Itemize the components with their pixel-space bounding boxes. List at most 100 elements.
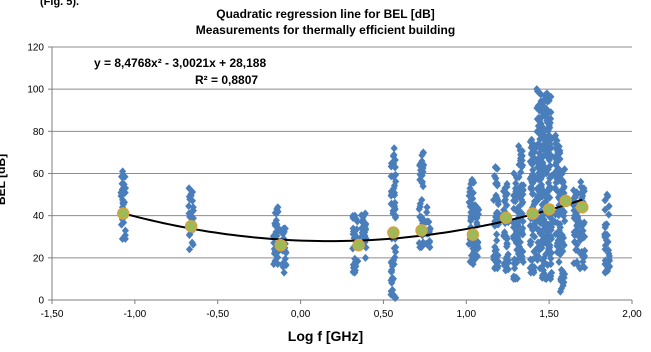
measurement-point: [500, 231, 508, 240]
measurement-point: [519, 181, 527, 190]
measurement-point: [465, 191, 473, 200]
measurement-point: [530, 232, 539, 241]
measurement-point: [120, 180, 128, 189]
measurement-point: [503, 189, 511, 198]
measurement-point: [546, 123, 554, 132]
measurement-point: [419, 182, 427, 191]
measurement-point: [502, 262, 510, 271]
measurement-point: [546, 161, 554, 170]
measurement-point: [466, 184, 474, 193]
measurement-point: [545, 245, 553, 254]
measurement-point: [605, 249, 613, 258]
measurement-point: [468, 258, 476, 267]
measurement-point: [510, 272, 518, 281]
measurement-point: [185, 245, 194, 254]
measurement-point: [503, 242, 511, 251]
measurement-point: [185, 202, 193, 211]
mean-point: [184, 219, 198, 233]
measurement-point: [543, 153, 552, 162]
measurement-point: [518, 146, 526, 155]
measurement-point: [533, 251, 541, 260]
measurement-point: [425, 217, 433, 226]
measurement-point: [560, 211, 568, 220]
measurement-point: [538, 172, 546, 181]
measurement-point: [492, 258, 500, 267]
x-tick-label: 0,50: [374, 309, 394, 320]
measurement-point: [282, 261, 290, 270]
measurement-point: [388, 278, 396, 287]
measurement-point: [416, 161, 424, 170]
measurement-point: [358, 228, 366, 237]
y-tick-label: 100: [27, 85, 44, 96]
measurement-point: [349, 268, 357, 277]
measurement-point: [536, 229, 544, 238]
measurement-point: [387, 172, 395, 181]
measurement-point: [539, 266, 547, 275]
measurement-point: [518, 199, 526, 208]
measurement-point: [557, 247, 565, 256]
measurement-point: [605, 210, 613, 219]
measurement-point: [388, 190, 396, 199]
measurement-point: [519, 230, 527, 239]
measurement-point: [540, 238, 549, 247]
measurement-point: [390, 244, 398, 253]
measurement-point: [538, 112, 546, 121]
measurement-point: [528, 170, 537, 179]
measurement-point: [418, 171, 426, 180]
measurement-point: [576, 233, 584, 242]
y-tick-label: 0: [38, 296, 44, 307]
measurement-point: [538, 243, 546, 252]
measurement-point: [503, 182, 511, 191]
measurement-point: [544, 260, 552, 269]
measurement-point: [559, 233, 568, 242]
measurement-point: [186, 195, 194, 204]
figure-caption: (Fig. 5).: [40, 0, 80, 8]
measurement-point: [535, 245, 543, 254]
measurement-point: [601, 196, 609, 205]
measurement-point: [557, 284, 565, 293]
measurement-point: [281, 254, 289, 263]
y-tick-label: 120: [27, 43, 44, 54]
mean-point: [559, 194, 572, 208]
measurement-point: [579, 253, 588, 262]
measurement-point: [349, 224, 357, 233]
measurement-point: [538, 128, 547, 137]
measurement-point: [540, 133, 548, 142]
measurement-point: [558, 169, 566, 178]
measurement-point: [537, 180, 546, 189]
measurement-point: [274, 248, 282, 257]
measurement-point: [392, 177, 400, 186]
y-tick-labels: 0 20 40 60 80 100 120: [27, 43, 44, 307]
measurement-point: [270, 238, 278, 247]
measurement-point: [556, 239, 564, 248]
measurement-point: [539, 214, 547, 223]
measurement-point: [601, 205, 609, 214]
x-tick-label: 0,00: [291, 309, 311, 320]
measurement-point: [280, 268, 288, 277]
measurement-point: [361, 221, 369, 230]
measurement-point: [538, 158, 547, 167]
measurement-point: [581, 246, 589, 255]
measurement-point: [469, 188, 477, 197]
measurement-point: [362, 225, 370, 234]
measurement-point: [580, 187, 588, 196]
measurement-point: [490, 252, 498, 261]
measurement-point: [350, 234, 358, 243]
measurement-point: [544, 143, 552, 152]
measurement-point: [467, 200, 475, 209]
measurement-point: [561, 217, 569, 226]
measurement-point: [544, 165, 552, 174]
measurement-point: [560, 241, 568, 250]
mean-points: [117, 194, 589, 252]
measurement-point: [577, 177, 585, 186]
measurement-point: [526, 221, 534, 230]
measurement-point: [424, 239, 433, 248]
measurement-point: [514, 250, 523, 259]
measurement-point: [418, 151, 426, 160]
measurement-point: [573, 188, 581, 197]
measurement-point: [387, 258, 395, 267]
measurement-point: [493, 236, 501, 245]
measurement-point: [470, 251, 479, 260]
measurement-point: [271, 258, 279, 267]
measurement-point: [601, 245, 609, 254]
